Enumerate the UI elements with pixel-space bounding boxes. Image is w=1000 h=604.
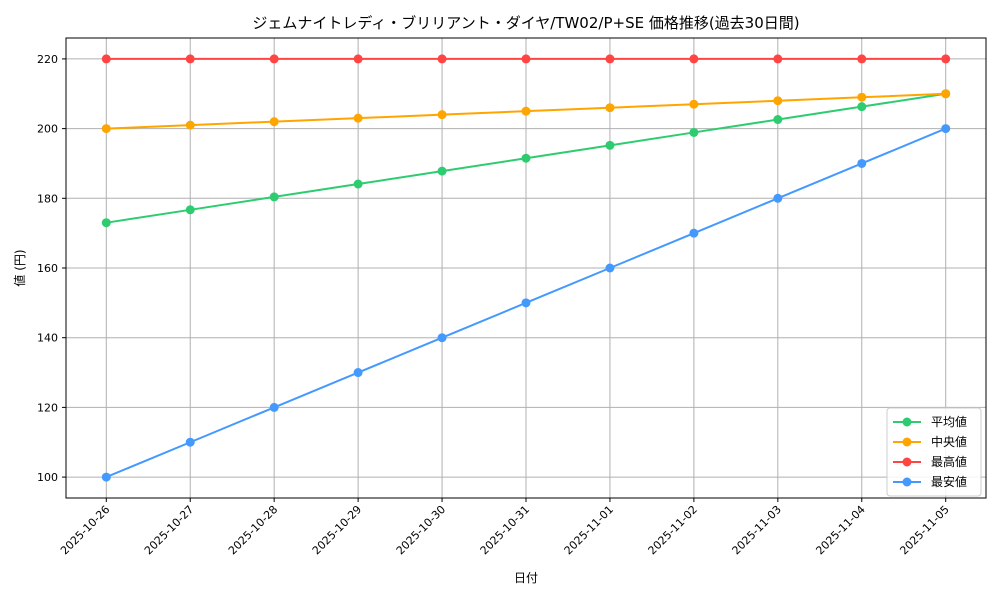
x-tick-label: 2025-10-30 <box>394 503 448 557</box>
data-point <box>353 179 363 189</box>
data-point <box>773 115 783 125</box>
x-tick-label: 2025-10-31 <box>478 503 532 557</box>
y-tick-label: 100 <box>37 471 58 484</box>
data-point <box>185 205 195 215</box>
data-point <box>521 153 531 163</box>
data-point <box>941 89 951 99</box>
legend-label: 中央値 <box>931 434 967 449</box>
data-point <box>101 472 111 482</box>
data-point <box>437 54 447 64</box>
y-tick-label: 220 <box>37 53 58 66</box>
x-axis-label: 日付 <box>514 571 538 585</box>
data-point <box>857 102 867 112</box>
data-point <box>605 140 615 150</box>
data-point <box>857 92 867 102</box>
data-point <box>773 54 783 64</box>
y-tick-label: 160 <box>37 262 58 275</box>
y-tick-label: 120 <box>37 401 58 414</box>
data-point <box>101 124 111 134</box>
series-最安値 <box>101 124 951 482</box>
y-tick-label: 140 <box>37 332 58 345</box>
chart-title: ジェムナイトレディ・ブリリアント・ダイヤ/TW02/P+SE 価格推移(過去30… <box>252 14 799 32</box>
series-平均値 <box>101 89 951 228</box>
data-point <box>689 228 699 238</box>
data-point <box>941 124 951 134</box>
data-point <box>269 192 279 202</box>
data-point <box>353 368 363 378</box>
y-tick-label: 200 <box>37 123 58 136</box>
legend-marker <box>902 437 912 447</box>
legend-marker <box>902 417 912 427</box>
legend-marker <box>902 477 912 487</box>
x-tick-label: 2025-10-29 <box>310 503 364 557</box>
data-point <box>185 120 195 130</box>
data-point <box>269 402 279 412</box>
series-最高値 <box>101 54 951 64</box>
data-point <box>521 54 531 64</box>
series-中央値 <box>101 89 951 134</box>
x-tick-label: 2025-10-27 <box>142 503 196 557</box>
data-point <box>689 54 699 64</box>
data-point <box>185 54 195 64</box>
data-point <box>437 333 447 343</box>
x-tick-label: 2025-11-03 <box>730 503 784 557</box>
x-tick-label: 2025-10-28 <box>226 503 280 557</box>
data-point <box>605 263 615 273</box>
x-tick-label: 2025-11-01 <box>562 503 616 557</box>
data-point <box>185 437 195 447</box>
data-point <box>689 127 699 137</box>
data-point <box>941 54 951 64</box>
x-tick-label: 2025-10-26 <box>58 503 112 557</box>
data-point <box>605 54 615 64</box>
legend-label: 平均値 <box>931 414 967 429</box>
data-point <box>101 218 111 228</box>
x-tick-label: 2025-11-05 <box>897 503 951 557</box>
data-point <box>101 54 111 64</box>
data-point <box>521 106 531 116</box>
y-tick-label: 180 <box>37 192 58 205</box>
data-point <box>353 113 363 123</box>
y-axis-label: 値 (円) <box>12 249 27 286</box>
legend-box <box>886 407 982 497</box>
data-point <box>521 298 531 308</box>
legend-marker <box>902 457 912 467</box>
data-point <box>353 54 363 64</box>
data-point <box>773 193 783 203</box>
data-point <box>269 54 279 64</box>
data-point <box>689 99 699 109</box>
data-point <box>269 117 279 127</box>
data-point <box>605 103 615 113</box>
legend-label: 最高値 <box>931 454 967 469</box>
data-point <box>437 110 447 120</box>
x-tick-label: 2025-11-02 <box>646 503 700 557</box>
legend-label: 最安値 <box>931 474 967 489</box>
x-tick-label: 2025-11-04 <box>813 503 867 557</box>
data-point <box>857 54 867 64</box>
data-point <box>857 158 867 168</box>
data-point <box>773 96 783 106</box>
data-point <box>437 166 447 176</box>
